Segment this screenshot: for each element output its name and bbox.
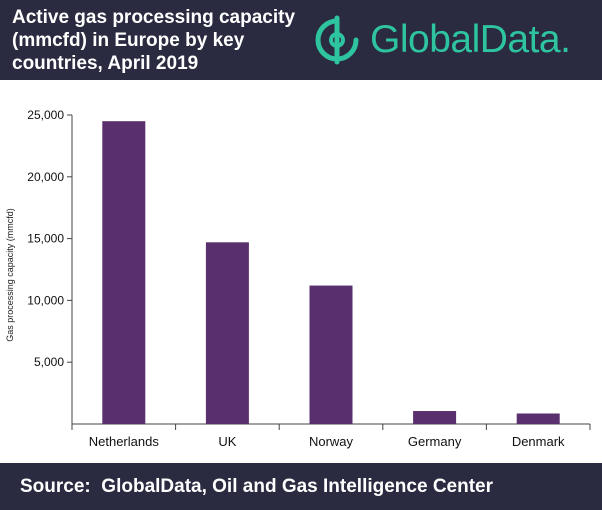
chart-header: Active gas processing capacity (mmcfd) i… [0, 0, 602, 80]
chart-title: Active gas processing capacity (mmcfd) i… [12, 7, 296, 74]
logo-text: GlobalData. [370, 18, 571, 61]
x-tick-label: UK [218, 434, 236, 449]
chart-footer: Source: GlobalData, Oil and Gas Intellig… [0, 463, 602, 510]
bar-uk [205, 242, 249, 424]
source-note: Source: GlobalData, Oil and Gas Intellig… [20, 476, 494, 497]
x-tick-label: Germany [408, 434, 462, 449]
x-tick-label: Netherlands [89, 434, 160, 449]
bar-chart: 5,000 10,000 15,000 20,000 25,000 Netherlands… [27, 108, 591, 449]
y-tick-label: 5,000 [34, 355, 64, 369]
x-tick-label: Denmark [512, 434, 565, 449]
y-tick-label: 25,000 [27, 108, 64, 122]
y-tick-label: 15,000 [27, 232, 64, 246]
y-axis-label: Gas processing capacity (mmcfd) [5, 208, 15, 342]
bar-germany [413, 411, 457, 424]
x-tick-label: Norway [309, 434, 354, 449]
bar-norway [309, 285, 353, 424]
y-tick-label: 20,000 [27, 170, 64, 184]
y-tick-label: 10,000 [27, 293, 64, 307]
bar-netherlands [102, 121, 146, 425]
globaldata-logo-icon [315, 15, 359, 65]
chart-area: Gas processing capacity (mmcfd) 5,000 10,… [0, 80, 602, 463]
bar-denmark [516, 413, 560, 424]
globaldata-logo: GlobalData. [312, 12, 571, 68]
